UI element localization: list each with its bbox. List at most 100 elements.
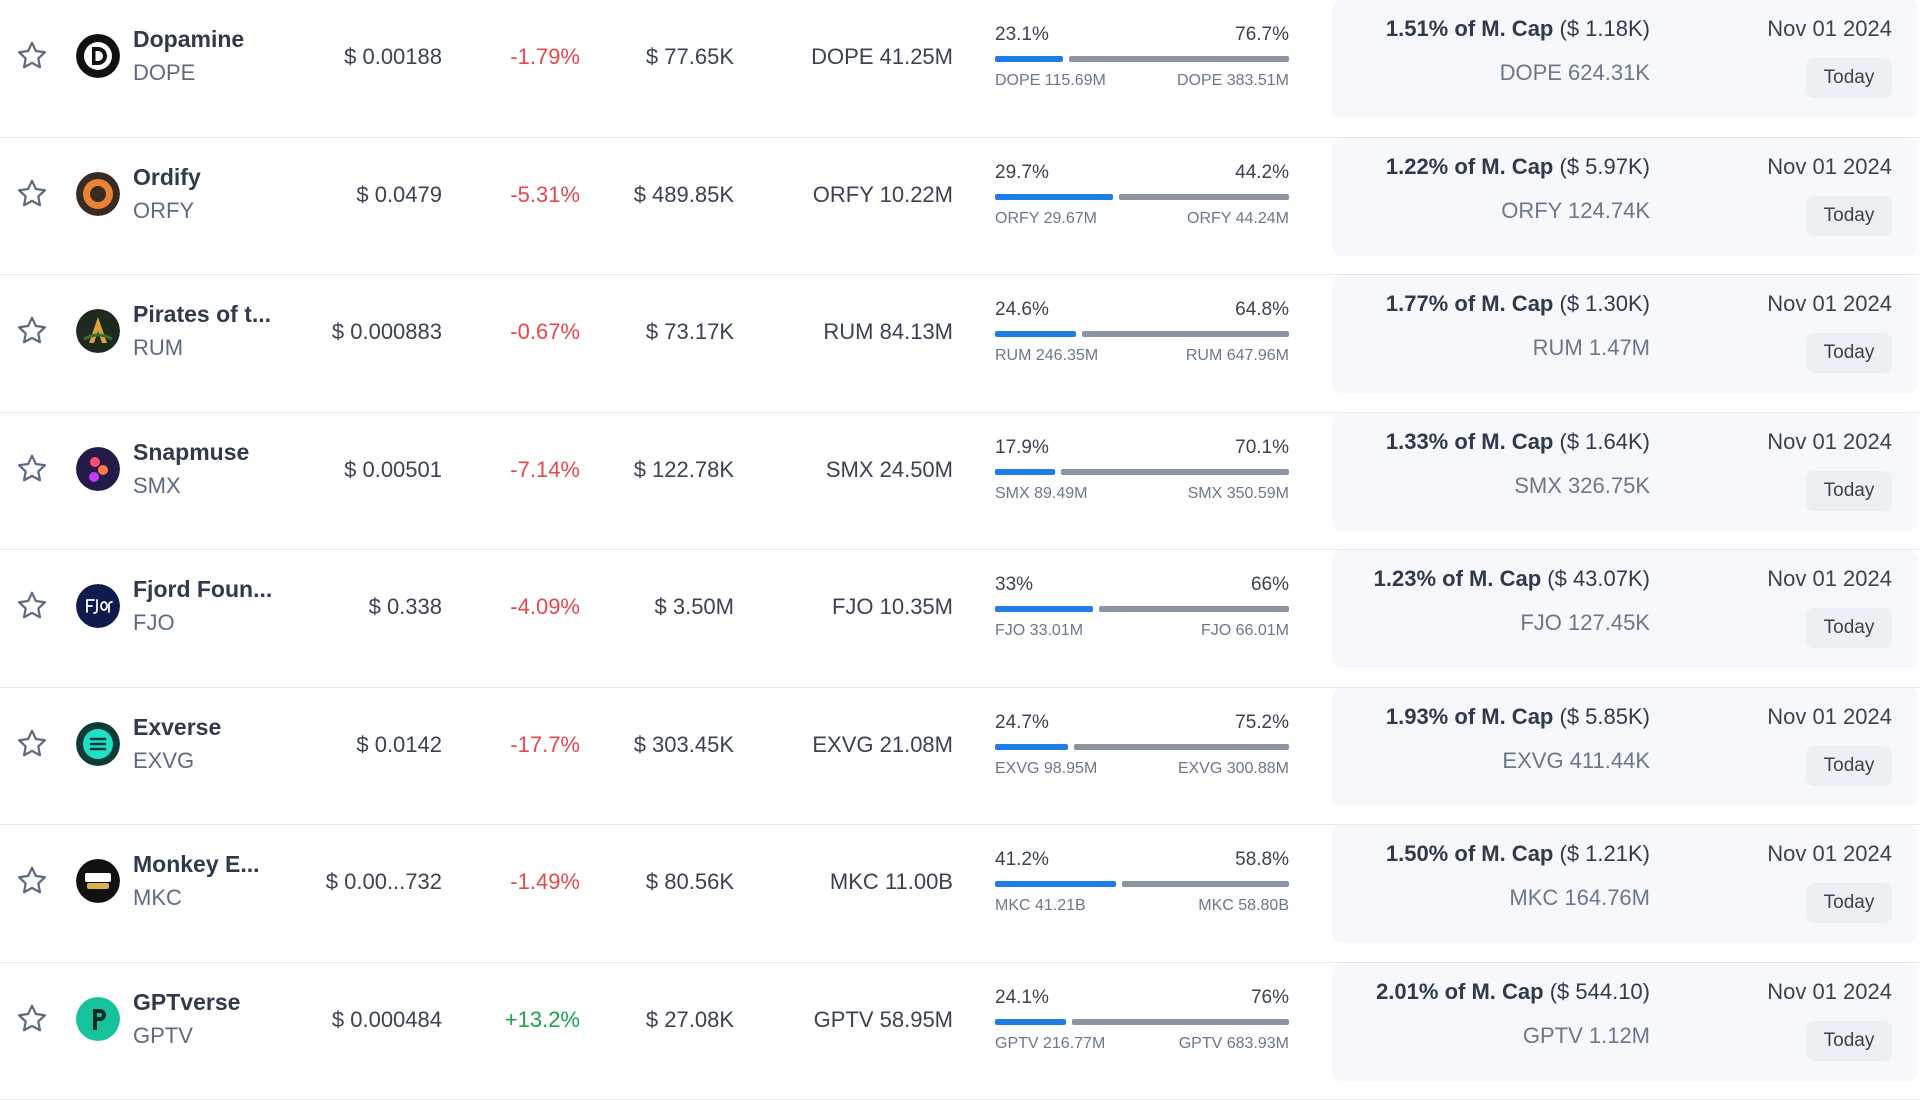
price-change: -4.09% [510, 594, 580, 620]
unlock-date: Nov 01 2024 [1767, 291, 1892, 317]
locked-amount: FJO 66.01M [1201, 622, 1289, 640]
trading-volume: $ 80.56K [646, 869, 734, 895]
unlock-today-badge[interactable]: Today [1806, 883, 1892, 923]
unlocked-percent: 24.1% [995, 987, 1049, 1009]
token-symbol: ORFY [133, 198, 194, 224]
trading-volume: $ 122.78K [634, 457, 734, 483]
locked-percent: 44.2% [1235, 162, 1289, 184]
trading-volume: $ 3.50M [655, 594, 735, 620]
trading-volume: $ 489.85K [634, 182, 734, 208]
token-price: $ 0.0142 [356, 732, 442, 758]
unlock-percent-mcap: 1.51% of M. Cap ($ 1.18K) [1386, 16, 1650, 42]
favorite-star-icon[interactable] [14, 863, 50, 899]
unlock-today-badge[interactable]: Today [1806, 746, 1892, 786]
progress-fill [995, 744, 1068, 750]
locked-amount: EXVG 300.88M [1178, 760, 1289, 778]
token-symbol: GPTV [133, 1023, 193, 1049]
unlock-amount: ORFY 124.74K [1501, 198, 1650, 224]
token-price: $ 0.00188 [344, 44, 442, 70]
token-symbol: SMX [133, 473, 181, 499]
unlocked-amount: EXVG 98.95M [995, 760, 1097, 778]
unlock-date: Nov 01 2024 [1767, 979, 1892, 1005]
token-name[interactable]: Fjord Foun... [133, 576, 272, 603]
unlock-today-badge[interactable]: Today [1806, 608, 1892, 648]
favorite-star-icon[interactable] [14, 313, 50, 349]
progress-rest [1069, 56, 1289, 62]
token-name[interactable]: Pirates of t... [133, 301, 271, 328]
next-unlock-card: 1.51% of M. Cap ($ 1.18K) DOPE 624.31K N… [1332, 0, 1918, 118]
favorite-star-icon[interactable] [14, 38, 50, 74]
table-row[interactable]: Snapmuse SMX $ 0.00501 -7.14% $ 122.78K … [0, 413, 1920, 551]
table-row[interactable]: Pirates of t... RUM $ 0.000883 -0.67% $ … [0, 275, 1920, 413]
unlock-percent-mcap: 1.33% of M. Cap ($ 1.64K) [1386, 429, 1650, 455]
unlocked-percent: 41.2% [995, 849, 1049, 871]
next-unlock-card: 1.50% of M. Cap ($ 1.21K) MKC 164.76M No… [1332, 825, 1918, 943]
token-name[interactable]: Exverse [133, 714, 221, 741]
unlock-today-badge[interactable]: Today [1806, 333, 1892, 373]
token-symbol: RUM [133, 335, 183, 361]
progress-rest [1099, 606, 1289, 612]
progress-rest [1082, 331, 1289, 337]
unlock-date: Nov 01 2024 [1767, 429, 1892, 455]
unlocked-percent: 17.9% [995, 437, 1049, 459]
table-row[interactable]: Fjord Foun... FJO $ 0.338 -4.09% $ 3.50M… [0, 550, 1920, 688]
next-unlock-card: 1.93% of M. Cap ($ 5.85K) EXVG 411.44K N… [1332, 688, 1918, 806]
locked-amount: MKC 58.80B [1198, 897, 1289, 915]
progress-fill [995, 881, 1116, 887]
unlocked-percent: 29.7% [995, 162, 1049, 184]
favorite-star-icon[interactable] [14, 726, 50, 762]
trading-volume: $ 27.08K [646, 1007, 734, 1033]
table-row[interactable]: Dopamine DOPE $ 0.00188 -1.79% $ 77.65K … [0, 0, 1920, 138]
unlock-date: Nov 01 2024 [1767, 841, 1892, 867]
token-name[interactable]: Dopamine [133, 26, 244, 53]
unlock-today-badge[interactable]: Today [1806, 196, 1892, 236]
token-symbol: EXVG [133, 748, 194, 774]
unlock-today-badge[interactable]: Today [1806, 1021, 1892, 1061]
dopamine-logo-icon [76, 34, 120, 78]
favorite-star-icon[interactable] [14, 176, 50, 212]
circulating-supply: DOPE 41.25M [811, 44, 953, 70]
unlock-amount: EXVG 411.44K [1502, 748, 1650, 774]
token-name[interactable]: Monkey E... [133, 851, 260, 878]
unlocked-amount: FJO 33.01M [995, 622, 1083, 640]
progress-bar [995, 881, 1289, 887]
favorite-star-icon[interactable] [14, 451, 50, 487]
table-row[interactable]: GPTverse GPTV $ 0.000484 +13.2% $ 27.08K… [0, 963, 1920, 1100]
fjord-logo-icon [76, 584, 120, 628]
locked-amount: GPTV 683.93M [1179, 1035, 1289, 1053]
favorite-star-icon[interactable] [14, 1001, 50, 1037]
locked-percent: 66% [1251, 574, 1289, 596]
price-change: -1.79% [510, 44, 580, 70]
unlocked-amount: ORFY 29.67M [995, 210, 1097, 228]
token-name[interactable]: Snapmuse [133, 439, 249, 466]
unlock-today-badge[interactable]: Today [1806, 471, 1892, 511]
circulating-supply: SMX 24.50M [826, 457, 953, 483]
unlock-date: Nov 01 2024 [1767, 16, 1892, 42]
next-unlock-card: 1.23% of M. Cap ($ 43.07K) FJO 127.45K N… [1332, 550, 1918, 668]
token-name[interactable]: GPTverse [133, 989, 240, 1016]
unlock-today-badge[interactable]: Today [1806, 58, 1892, 98]
price-change: +13.2% [505, 1007, 580, 1033]
unlock-percent-mcap: 1.22% of M. Cap ($ 5.97K) [1386, 154, 1650, 180]
unlock-amount: SMX 326.75K [1514, 473, 1650, 499]
gptverse-logo-icon [76, 997, 120, 1041]
table-row[interactable]: Ordify ORFY $ 0.0479 -5.31% $ 489.85K OR… [0, 138, 1920, 276]
progress-fill [995, 56, 1063, 62]
token-name[interactable]: Ordify [133, 164, 201, 191]
unlock-percent-mcap: 1.93% of M. Cap ($ 5.85K) [1386, 704, 1650, 730]
unlocked-amount: GPTV 216.77M [995, 1035, 1105, 1053]
table-row[interactable]: Exverse EXVG $ 0.0142 -17.7% $ 303.45K E… [0, 688, 1920, 826]
progress-rest [1072, 1019, 1289, 1025]
locked-percent: 76.7% [1235, 24, 1289, 46]
price-change: -5.31% [510, 182, 580, 208]
next-unlock-card: 2.01% of M. Cap ($ 544.10) GPTV 1.12M No… [1332, 963, 1918, 1081]
next-unlock-card: 1.77% of M. Cap ($ 1.30K) RUM 1.47M Nov … [1332, 275, 1918, 393]
trading-volume: $ 73.17K [646, 319, 734, 345]
unlock-percent-mcap: 1.77% of M. Cap ($ 1.30K) [1386, 291, 1650, 317]
unlock-amount: FJO 127.45K [1520, 610, 1650, 636]
favorite-star-icon[interactable] [14, 588, 50, 624]
table-row[interactable]: Monkey E... MKC $ 0.00...732 -1.49% $ 80… [0, 825, 1920, 963]
